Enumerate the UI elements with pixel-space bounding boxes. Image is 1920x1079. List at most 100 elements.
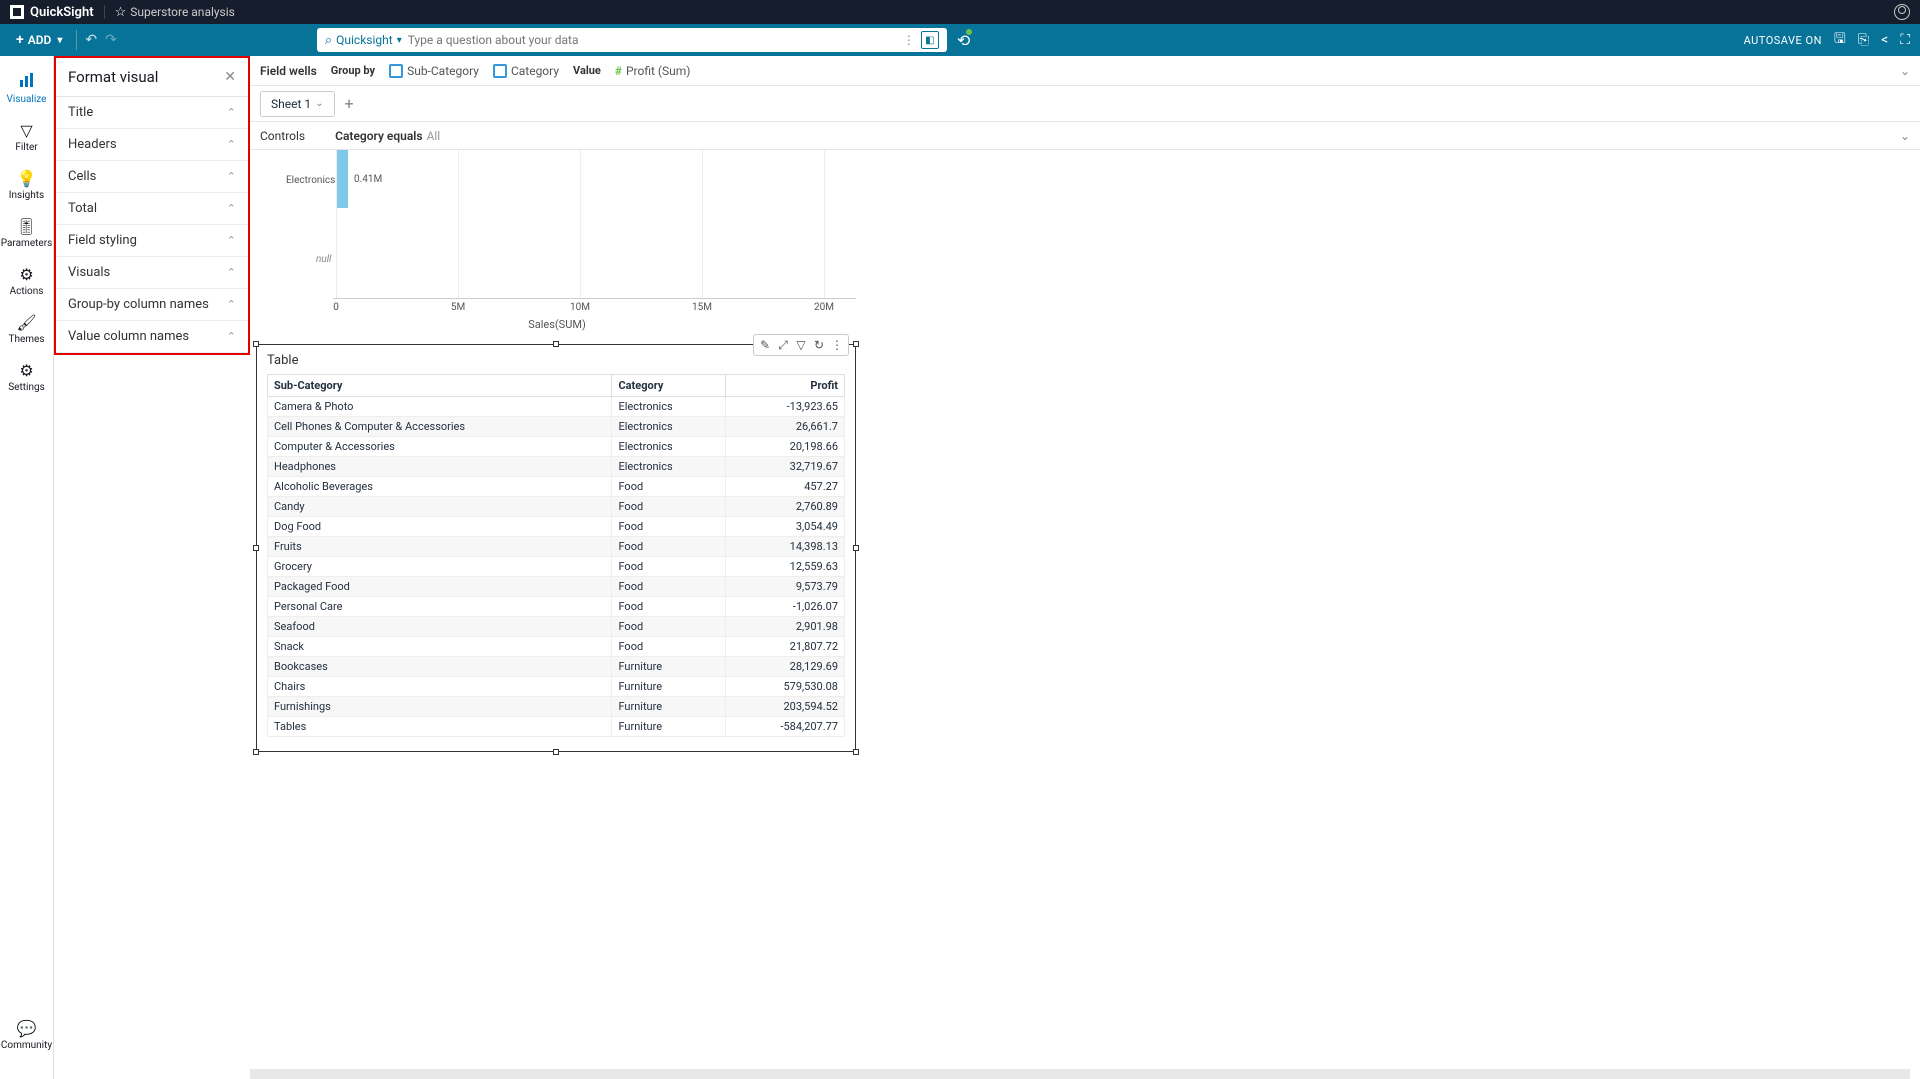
table-row[interactable]: Camera & PhotoElectronics-13,923.65 bbox=[268, 397, 845, 417]
groupby-pill-subcategory[interactable]: Sub-Category bbox=[389, 64, 479, 78]
table-row[interactable]: ChairsFurniture579,530.08 bbox=[268, 677, 845, 697]
table-cell: Electronics bbox=[612, 417, 725, 437]
toolbar-divider bbox=[76, 30, 77, 50]
resize-handle[interactable] bbox=[853, 341, 859, 347]
export-icon[interactable]: ⎘ bbox=[1858, 32, 1869, 48]
value-pill-profit[interactable]: Profit (Sum) bbox=[615, 64, 691, 78]
table-row[interactable]: GroceryFood12,559.63 bbox=[268, 557, 845, 577]
community-nav[interactable]: 💬 Community bbox=[0, 1011, 53, 1059]
table-row[interactable]: Dog FoodFood3,054.49 bbox=[268, 517, 845, 537]
resize-handle[interactable] bbox=[853, 749, 859, 755]
fullscreen-icon[interactable]: ⛶ bbox=[1900, 32, 1910, 48]
redo-icon[interactable]: ↷ bbox=[105, 32, 117, 48]
filter-icon[interactable]: ▽ bbox=[792, 337, 810, 353]
table-row[interactable]: BookcasesFurniture28,129.69 bbox=[268, 657, 845, 677]
chevron-up-icon: ⌃ bbox=[227, 298, 236, 311]
save-icon[interactable]: 🖫 bbox=[1834, 28, 1846, 52]
table-row[interactable]: SeafoodFood2,901.98 bbox=[268, 617, 845, 637]
resize-handle[interactable] bbox=[253, 749, 259, 755]
app-header: QuickSight Superstore analysis bbox=[0, 0, 1920, 24]
format-section-total[interactable]: Total⌃ bbox=[56, 193, 248, 225]
nav-filter[interactable]: ▽Filter bbox=[1, 113, 53, 161]
table-cell: 2,901.98 bbox=[725, 617, 844, 637]
table-cell: Dog Food bbox=[268, 517, 612, 537]
column-header[interactable]: Profit bbox=[725, 375, 844, 397]
table-row[interactable]: FruitsFood14,398.13 bbox=[268, 537, 845, 557]
table-row[interactable]: Computer & AccessoriesElectronics20,198.… bbox=[268, 437, 845, 457]
controls-bar[interactable]: Controls Category equalsAll ⌄ bbox=[250, 122, 1920, 150]
quicksight-logo[interactable]: QuickSight bbox=[10, 5, 94, 20]
chevron-down-icon[interactable]: ⌄ bbox=[1900, 129, 1910, 143]
nav-label: Parameters bbox=[1, 238, 53, 249]
field-wells-bar[interactable]: Field wells Group by Sub-Category Catego… bbox=[250, 56, 1920, 86]
table-row[interactable]: HeadphonesElectronics32,719.67 bbox=[268, 457, 845, 477]
resize-handle[interactable] bbox=[553, 749, 559, 755]
dashboard-canvas[interactable]: Categ… Electronics 0.41M null 05M10M15M2… bbox=[250, 150, 1910, 1079]
nav-insights[interactable]: 💡Insights bbox=[1, 161, 53, 209]
format-section-title[interactable]: Title⌃ bbox=[56, 97, 248, 129]
x-tick-label: 5M bbox=[451, 302, 465, 313]
autosave-indicator[interactable]: AUTOSAVE ON bbox=[1744, 34, 1822, 47]
table-visual[interactable]: ✎ ⤢ ▽ ↻ ⋮ Table Sub-CategoryCategoryProf… bbox=[256, 344, 856, 752]
nav-parameters[interactable]: 🎚Parameters bbox=[1, 209, 53, 257]
format-visual-panel: Format visual ✕ Title⌃Headers⌃Cells⌃Tota… bbox=[54, 56, 250, 355]
column-header[interactable]: Category bbox=[612, 375, 725, 397]
bar-chart-visual[interactable]: Categ… Electronics 0.41M null 05M10M15M2… bbox=[258, 150, 856, 340]
nav-actions[interactable]: ⚙Actions bbox=[1, 257, 53, 305]
favorite-star-icon[interactable] bbox=[115, 5, 131, 20]
analysis-name[interactable]: Superstore analysis bbox=[130, 5, 235, 19]
add-button[interactable]: ADD bbox=[10, 28, 68, 52]
horizontal-scrollbar[interactable] bbox=[250, 1069, 1910, 1079]
chevron-down-icon[interactable]: ⌄ bbox=[1900, 64, 1910, 78]
format-section-value-column-names[interactable]: Value column names⌃ bbox=[56, 321, 248, 353]
control-filter[interactable]: Category equalsAll bbox=[335, 129, 440, 143]
toolbar-right: AUTOSAVE ON 🖫 ⎘ < ⛶ bbox=[1744, 28, 1910, 52]
sheet-tab[interactable]: Sheet 1 ⌄ bbox=[260, 91, 335, 117]
format-section-cells[interactable]: Cells⌃ bbox=[56, 161, 248, 193]
ask-data-search[interactable]: ⌕ Quicksight ⋮ ◧ bbox=[317, 28, 947, 52]
share-icon[interactable]: < bbox=[1881, 32, 1888, 48]
table-row[interactable]: FurnishingsFurniture203,594.52 bbox=[268, 697, 845, 717]
table-row[interactable]: Alcoholic BeveragesFood457.27 bbox=[268, 477, 845, 497]
edit-icon[interactable]: ✎ bbox=[756, 337, 774, 353]
format-section-headers[interactable]: Headers⌃ bbox=[56, 129, 248, 161]
format-section-label: Field styling bbox=[68, 233, 137, 248]
brush-icon: 🖌 bbox=[16, 313, 36, 332]
user-profile-icon[interactable] bbox=[1894, 4, 1910, 20]
add-sheet-button[interactable]: + bbox=[345, 94, 354, 113]
refresh-button[interactable]: ⟲ bbox=[957, 31, 970, 50]
table-row[interactable]: Cell Phones & Computer & AccessoriesElec… bbox=[268, 417, 845, 437]
search-input[interactable] bbox=[408, 33, 897, 47]
topic-selector[interactable]: Quicksight bbox=[336, 33, 402, 47]
nav-visualize[interactable]: Visualize bbox=[1, 64, 53, 113]
nav-themes[interactable]: 🖌Themes bbox=[1, 305, 53, 353]
controls-label: Controls bbox=[260, 129, 305, 143]
groupby-pill-category[interactable]: Category bbox=[493, 64, 559, 78]
format-section-group-by-column-names[interactable]: Group-by column names⌃ bbox=[56, 289, 248, 321]
search-icon: ⌕ bbox=[325, 33, 332, 48]
bar-electronics[interactable] bbox=[336, 150, 348, 208]
resize-handle[interactable] bbox=[553, 341, 559, 347]
resize-handle[interactable] bbox=[853, 545, 859, 551]
resize-handle[interactable] bbox=[253, 341, 259, 347]
format-section-field-styling[interactable]: Field styling⌃ bbox=[56, 225, 248, 257]
search-more-icon[interactable]: ⋮ bbox=[903, 33, 915, 47]
expand-icon[interactable]: ⤢ bbox=[774, 337, 792, 353]
pin-icon[interactable]: ◧ bbox=[921, 31, 939, 49]
table-row[interactable]: Packaged FoodFood9,573.79 bbox=[268, 577, 845, 597]
close-icon[interactable]: ✕ bbox=[224, 69, 236, 85]
format-section-visuals[interactable]: Visuals⌃ bbox=[56, 257, 248, 289]
nav-settings[interactable]: ⚙Settings bbox=[1, 353, 53, 401]
undo-icon[interactable]: ↶ bbox=[85, 32, 97, 48]
table-cell: Food bbox=[612, 517, 725, 537]
table-row[interactable]: Personal CareFood-1,026.07 bbox=[268, 597, 845, 617]
resize-handle[interactable] bbox=[253, 545, 259, 551]
column-header[interactable]: Sub-Category bbox=[268, 375, 612, 397]
table-row[interactable]: CandyFood2,760.89 bbox=[268, 497, 845, 517]
table-cell: Furniture bbox=[612, 697, 725, 717]
table-row[interactable]: TablesFurniture-584,207.77 bbox=[268, 717, 845, 737]
refresh-icon[interactable]: ↻ bbox=[810, 337, 828, 353]
table-row[interactable]: SnackFood21,807.72 bbox=[268, 637, 845, 657]
table-cell: Packaged Food bbox=[268, 577, 612, 597]
more-icon[interactable]: ⋮ bbox=[828, 337, 846, 353]
